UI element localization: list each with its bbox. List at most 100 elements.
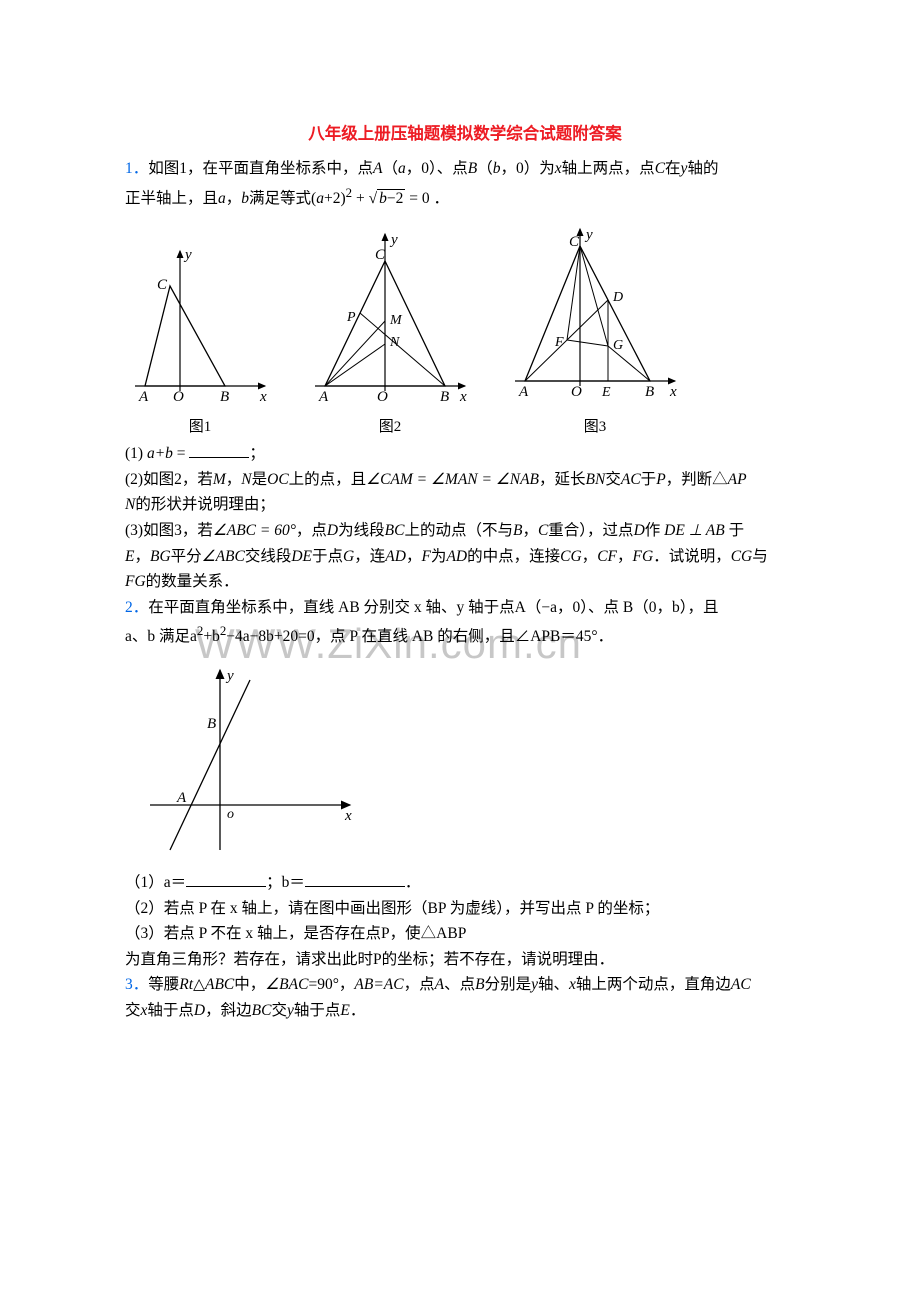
t: ， xyxy=(406,548,422,565)
blank xyxy=(189,443,249,459)
q2-line2: a、b 满足a2+b2−4a−8b+20=0，点 P 在直线 AB 的右侧，且∠… xyxy=(125,620,805,650)
AP: AP xyxy=(728,471,747,488)
text: 轴上两点，点 xyxy=(562,160,655,177)
t: （1）a＝ xyxy=(125,874,186,891)
figure-1: y x C A O B 图1 xyxy=(125,241,275,436)
pt-a: A xyxy=(373,160,382,177)
q1-line1: 1．如图1，在平面直角坐标系中，点A（a，0）、点B（b，0）为x轴上两点，点C… xyxy=(125,156,805,182)
t: ．试说明， xyxy=(653,548,731,565)
t: +b xyxy=(203,628,220,645)
svg-text:B: B xyxy=(645,384,654,400)
q2-part3: （3）若点 P 不在 x 轴上，是否存在点P，使△ABP xyxy=(125,921,805,947)
expr: a+b xyxy=(147,445,173,462)
paren: （ xyxy=(383,160,399,177)
tri: △ xyxy=(193,976,205,993)
abc: ABC xyxy=(205,976,234,993)
var-b: b xyxy=(493,160,501,177)
t: a、b 满足a xyxy=(125,628,197,645)
svg-text:G: G xyxy=(613,338,623,353)
svg-text:x: x xyxy=(669,384,677,400)
svg-text:y: y xyxy=(225,668,234,684)
q2-number: 2． xyxy=(125,599,148,616)
t: 重合），过点 xyxy=(548,522,633,539)
D: D xyxy=(327,522,338,539)
t: ，斜边 xyxy=(205,1002,252,1019)
t: 的数量关系． xyxy=(146,573,239,590)
q1-number: 1． xyxy=(125,160,148,177)
DE: DE xyxy=(291,548,312,565)
text: ，0）为 xyxy=(501,160,555,177)
t: 的中点，连接 xyxy=(467,548,560,565)
AD: AD xyxy=(385,548,406,565)
q1-part1: (1) a+b = ； xyxy=(125,441,805,467)
svg-text:F: F xyxy=(554,335,564,350)
D: D xyxy=(194,1002,205,1019)
equation: (a+2)2 + √b−2 = 0 ． xyxy=(311,190,449,207)
M: M xyxy=(213,471,226,488)
svg-text:O: O xyxy=(571,384,582,400)
G: G xyxy=(343,548,354,565)
t: ． xyxy=(405,874,421,891)
svg-text:o: o xyxy=(227,807,234,822)
svg-text:y: y xyxy=(389,232,398,248)
t: 是 xyxy=(252,471,268,488)
figure-2: y x C M N P A O B 图2 xyxy=(305,226,475,436)
BN: BN xyxy=(586,471,606,488)
svg-text:B: B xyxy=(440,389,449,405)
t: 轴、 xyxy=(538,976,569,993)
F: F xyxy=(421,548,430,565)
var-b: b xyxy=(241,190,249,207)
svg-text:E: E xyxy=(601,385,611,400)
t: 于点 xyxy=(312,548,343,565)
x: x xyxy=(569,976,576,993)
fig2-svg: y x C M N P A O B xyxy=(305,226,475,406)
eq: AB=AC xyxy=(354,976,403,993)
q2-figure: y x B A o xyxy=(135,660,805,865)
svg-text:A: A xyxy=(318,389,329,405)
q1-part2: (2)如图2，若M，N是OC上的点，且∠CAM = ∠MAN = ∠NAB，延长… xyxy=(125,467,805,493)
q3-line1: 3．等腰Rt△ABC中，∠BAC=90°，AB=AC，点A、点B分别是y轴、x轴… xyxy=(125,972,805,998)
N: N xyxy=(241,471,251,488)
AC: AC xyxy=(621,471,641,488)
svg-text:y: y xyxy=(584,227,593,243)
blank xyxy=(305,871,405,887)
q2-part3b: 为直角三角形？若存在，请求出此时P的坐标；若不存在，请说明理由． xyxy=(125,947,805,973)
rt: Rt xyxy=(179,976,193,993)
svg-text:P: P xyxy=(346,310,356,325)
document-title: 八年级上册压轴题模拟数学综合试题附答案 xyxy=(125,120,805,144)
t: 交 xyxy=(605,471,621,488)
q3-line2: 交x轴于点D，斜边BC交y轴于点E． xyxy=(125,998,805,1024)
OC: OC xyxy=(267,471,289,488)
C: C xyxy=(538,522,548,539)
end: ； xyxy=(249,445,265,462)
CF: CF xyxy=(597,548,617,565)
text: 在 xyxy=(665,160,681,177)
svg-text:O: O xyxy=(377,389,388,405)
FG: FG xyxy=(125,573,146,590)
t: ， xyxy=(134,548,150,565)
svg-text:A: A xyxy=(518,384,529,400)
t: 上的动点（不与 xyxy=(404,522,513,539)
AC: AC xyxy=(731,976,751,993)
pt-c: C xyxy=(655,160,665,177)
t: ． xyxy=(350,1002,366,1019)
t: ，点 xyxy=(296,522,327,539)
FG: FG xyxy=(633,548,654,565)
var-a: a xyxy=(218,190,226,207)
t: 于 xyxy=(725,522,744,539)
CG: CG xyxy=(560,548,582,565)
t: ， xyxy=(617,548,633,565)
comma: ， xyxy=(226,471,242,488)
t: 为线段 xyxy=(338,522,385,539)
svg-text:C: C xyxy=(157,277,168,293)
var-x: x xyxy=(555,160,562,177)
fig2-label: 图2 xyxy=(305,415,475,436)
text: ，0）、点 xyxy=(406,160,468,177)
text: 正半轴上，且 xyxy=(125,190,218,207)
fig3-label: 图3 xyxy=(505,415,685,436)
t: ；b＝ xyxy=(266,874,305,891)
label: (1) xyxy=(125,445,147,462)
A: A xyxy=(435,976,444,993)
E: E xyxy=(340,1002,349,1019)
t: 交线段 xyxy=(245,548,292,565)
